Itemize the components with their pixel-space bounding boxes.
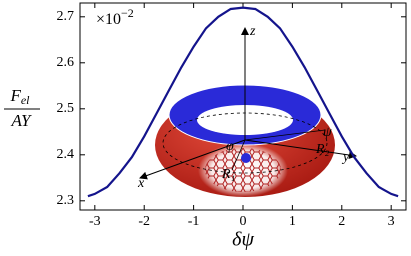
y-tick-label: 2.6 xyxy=(57,55,75,70)
inset-label: ψ xyxy=(323,125,332,140)
x-tick-label: 1 xyxy=(289,214,296,229)
torus-illustration: z x y φ R₁ R₂ ψ xyxy=(137,24,357,197)
y-tick-label: 2.3 xyxy=(57,193,75,208)
inset-label: x xyxy=(137,176,145,191)
inset-label: φ xyxy=(226,139,234,154)
y-label-numerator: Fel xyxy=(9,86,30,107)
y-label-main: F xyxy=(9,86,21,105)
annotation-base: ×10 xyxy=(96,11,121,28)
annotation: ×10−2 xyxy=(96,6,134,28)
y-tick-label: 2.4 xyxy=(57,147,75,162)
inset-label: R₂ xyxy=(315,142,330,157)
inset-label: z xyxy=(249,24,256,39)
y-tick-label: 2.7 xyxy=(57,9,75,24)
x-tick-label: -2 xyxy=(138,214,150,229)
x-tick-label: -1 xyxy=(188,214,200,229)
line xyxy=(87,6,399,198)
inset-label: y xyxy=(341,150,350,165)
y-label-denominator: AY xyxy=(11,111,32,130)
x-label: δψ xyxy=(232,229,254,251)
annotation-exponent: −2 xyxy=(121,6,134,20)
inset-label: R₁ xyxy=(221,167,235,182)
x-tick-label: 2 xyxy=(338,214,345,229)
x-tick-label: 3 xyxy=(388,214,395,229)
y-label-sub: el xyxy=(21,93,30,107)
x-tick-label: 0 xyxy=(240,214,247,229)
y-tick-label: 2.5 xyxy=(57,101,75,116)
x-tick-label: -3 xyxy=(89,214,101,229)
